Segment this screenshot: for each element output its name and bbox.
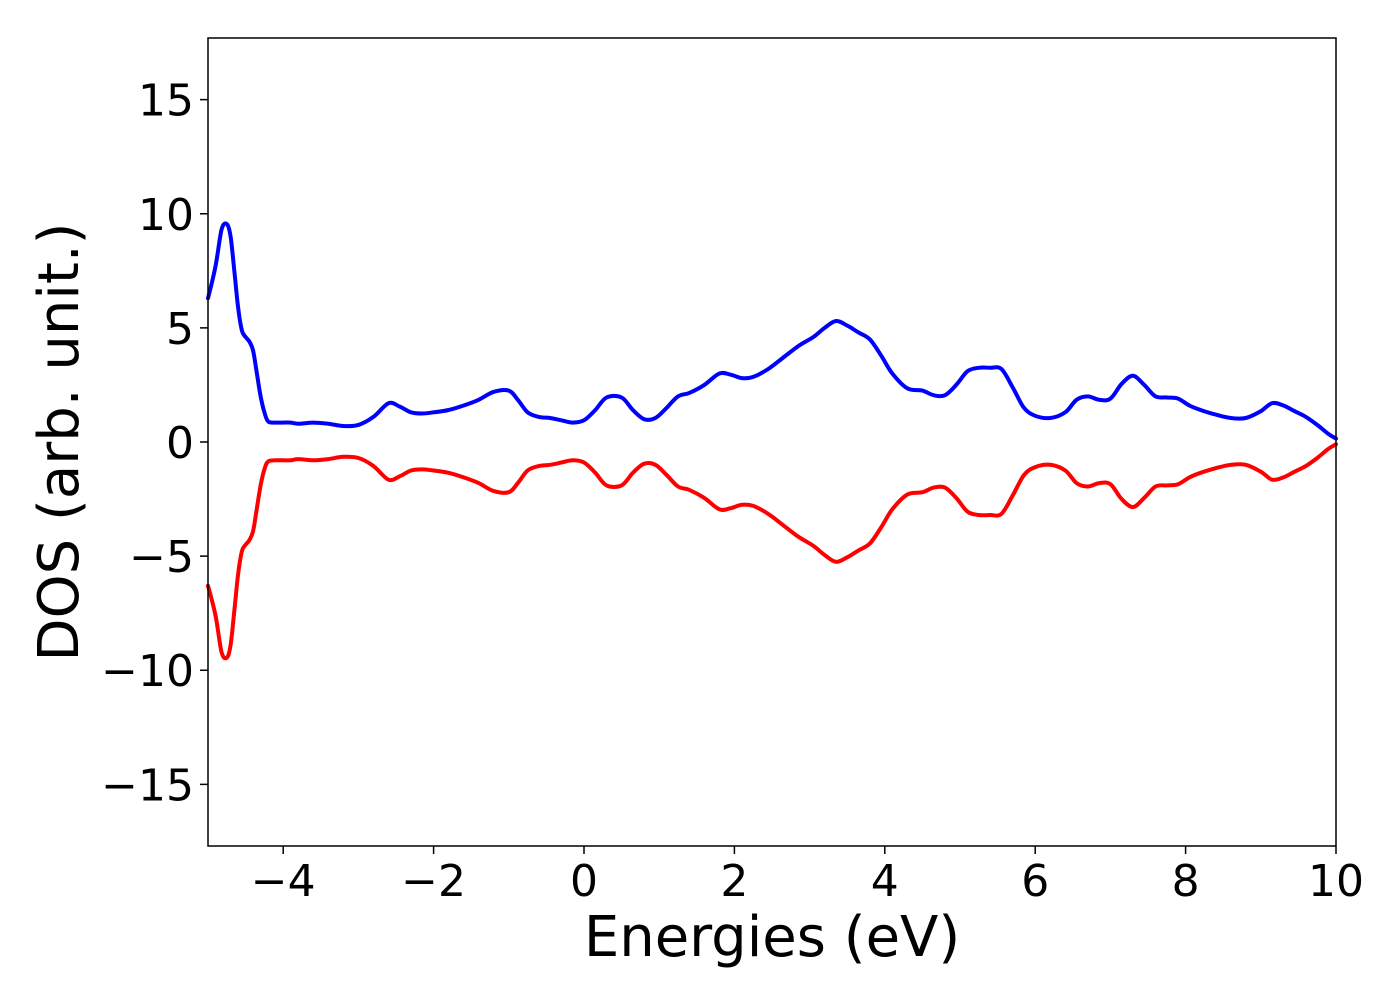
series-line-2 (206, 442, 1338, 661)
plot-frame (207, 37, 1337, 847)
x-axis-label: Energies (eV) (584, 905, 960, 970)
x-tick-label: −2 (401, 856, 466, 907)
x-tick-label: 2 (720, 856, 748, 907)
x-axis-ticks: −4 −2 0 2 4 6 8 10 (251, 846, 1364, 907)
y-tick-label: 15 (138, 76, 194, 127)
y-tick-label: −5 (129, 532, 194, 583)
x-tick-label: 0 (570, 856, 598, 907)
x-tick-label: 8 (1172, 856, 1200, 907)
y-axis-ticks: 15 10 5 0 −5 −10 −15 (101, 76, 208, 811)
x-tick-label: −4 (251, 856, 316, 907)
x-tick-label: 6 (1021, 856, 1049, 907)
y-axis-label: DOS (arb. unit.) (27, 222, 92, 661)
y-tick-label: −10 (101, 646, 194, 697)
plot-lines (206, 221, 1338, 661)
x-tick-label: 10 (1308, 856, 1364, 907)
y-tick-label: −15 (101, 760, 194, 811)
series-line-1 (206, 221, 1338, 441)
y-tick-label: 5 (166, 304, 194, 355)
y-tick-label: 0 (166, 418, 194, 469)
y-tick-label: 10 (138, 190, 194, 241)
x-tick-label: 4 (871, 856, 899, 907)
